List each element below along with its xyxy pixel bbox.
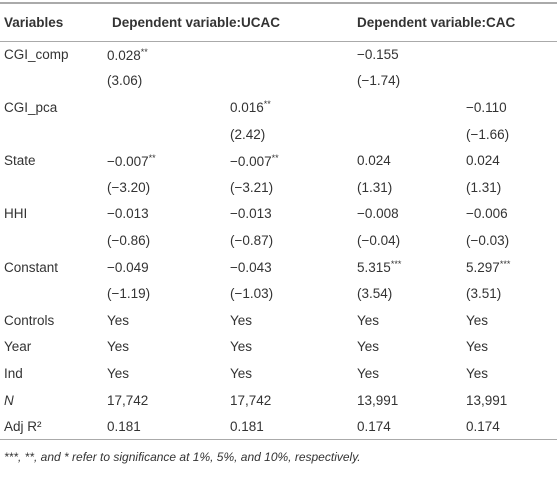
table-cell: −0.006: [466, 206, 508, 222]
table-cell: N: [4, 392, 14, 408]
table-cell: Constant: [4, 259, 59, 275]
table-cell: Ind: [4, 365, 23, 381]
table-cell: CGI_pca: [4, 99, 58, 115]
table-cell: (−0.04): [357, 232, 401, 248]
table-cell: Yes: [357, 312, 380, 328]
table-cell: CGI_comp: [4, 47, 69, 63]
table-cell: (1.31): [466, 179, 502, 195]
table-row: State −0.007** −0.007** 0.024 0.024: [0, 147, 557, 174]
table-cell: Yes: [107, 339, 130, 355]
table-cell: (3.51): [466, 286, 502, 302]
table-row: Constant −0.049 −0.043 5.315*** 5.297***: [0, 254, 557, 281]
table-cell: [0, 280, 102, 307]
table-cell: Yes: [466, 365, 489, 381]
table-cell: (−1.03): [230, 286, 274, 302]
table-row: CGI_comp 0.028** −0.155: [0, 41, 557, 68]
table-cell: (−0.03): [466, 232, 510, 248]
table-cell: 0.181: [107, 418, 141, 434]
table-cell: −0.013: [230, 206, 272, 222]
table-row: (3.06) (−1.74): [0, 68, 557, 95]
table-cell: 13,991: [466, 392, 508, 408]
table-row: (2.42) (−1.66): [0, 121, 557, 148]
table-cell: −0.013: [107, 206, 149, 222]
table-cell: 13,991: [357, 392, 399, 408]
table-header: Variables Dependent variable:UCAC Depend…: [0, 3, 557, 41]
table-cell: (−1.66): [466, 126, 510, 142]
table-cell: Yes: [230, 365, 253, 381]
table-cell: (−1.19): [107, 286, 151, 302]
table-cell: −0.155: [357, 47, 399, 63]
table-cell: 0.016**: [230, 99, 271, 116]
header-cell: Variables: [4, 14, 64, 30]
table-cell: 0.181: [230, 418, 264, 434]
header-cell: Dependent variable:CAC: [357, 14, 516, 30]
table-cell: (−1.74): [357, 73, 401, 89]
table-cell: (3.54): [357, 286, 393, 302]
table-cell: [0, 121, 102, 148]
table-cell: (1.31): [357, 179, 393, 195]
table-cell: Yes: [230, 312, 253, 328]
table-cell: −0.049: [107, 259, 149, 275]
table-cell: Yes: [107, 365, 130, 381]
table-cell: Yes: [466, 339, 489, 355]
table-row: Controls Yes Yes Yes Yes: [0, 307, 557, 334]
table-cell: [102, 121, 225, 148]
table-row: HHI −0.013 −0.013 −0.008 −0.006: [0, 201, 557, 228]
table-cell: 0.024: [357, 153, 391, 169]
results-table: Variables Dependent variable:UCAC Depend…: [0, 2, 557, 440]
table-cell: HHI: [4, 206, 28, 222]
footnote: ***, **, and * refer to significance at …: [4, 450, 361, 465]
table-cell: Yes: [230, 339, 253, 355]
table-cell: Yes: [107, 312, 130, 328]
table-cell: [225, 68, 352, 95]
table-cell: [352, 121, 461, 148]
table-cell: Controls: [4, 312, 55, 328]
table-cell: [0, 174, 102, 201]
table-row: (−0.86) (−0.87) (−0.04) (−0.03): [0, 227, 557, 254]
table-cell: [461, 41, 557, 68]
table-cell: Year: [4, 339, 32, 355]
table-row: Ind Yes Yes Yes Yes: [0, 360, 557, 387]
table-cell: 0.028**: [107, 46, 148, 63]
table-cell: 5.297***: [466, 259, 511, 276]
table-cell: −0.007**: [107, 152, 156, 169]
table-cell: 17,742: [230, 392, 272, 408]
table-row: Year Yes Yes Yes Yes: [0, 334, 557, 361]
table-cell: [0, 227, 102, 254]
table-cell: (−3.20): [107, 179, 151, 195]
table-cell: [0, 68, 102, 95]
table-cell: 0.174: [357, 418, 391, 434]
table-row: (−1.19) (−1.03) (3.54) (3.51): [0, 280, 557, 307]
table-cell: −0.110: [466, 99, 507, 115]
table-cell: Yes: [357, 339, 380, 355]
table-body: CGI_comp 0.028** −0.155 (3.06) (−1.74) CGI_pc…: [0, 41, 557, 440]
table-cell: (2.42): [230, 126, 266, 142]
table-cell: (−3.21): [230, 179, 274, 195]
table-cell: [225, 41, 352, 68]
table-row: Adj R² 0.181 0.181 0.174 0.174: [0, 413, 557, 440]
table-cell: 17,742: [107, 392, 149, 408]
table-row: CGI_pca 0.016** −0.110: [0, 94, 557, 121]
header-row: Variables Dependent variable:UCAC Depend…: [0, 3, 557, 41]
header-cell: Dependent variable:UCAC: [112, 14, 281, 30]
table-cell: Yes: [357, 365, 380, 381]
table-cell: (−0.86): [107, 232, 151, 248]
table-cell: −0.008: [357, 206, 399, 222]
table-row: N 17,742 17,742 13,991 13,991: [0, 387, 557, 414]
table-cell: 5.315***: [357, 259, 402, 276]
table-cell: 0.024: [466, 153, 500, 169]
table-cell: [352, 94, 461, 121]
table-row: (−3.20) (−3.21) (1.31) (1.31): [0, 174, 557, 201]
table-cell: 0.174: [466, 418, 500, 434]
table-cell: −0.043: [230, 259, 272, 275]
table-cell: State: [4, 153, 36, 169]
table-cell: −0.007**: [230, 152, 279, 169]
table-cell: (−0.87): [230, 232, 274, 248]
table-cell: [102, 94, 225, 121]
table-cell: [461, 68, 557, 95]
table-cell: Yes: [466, 312, 489, 328]
table-cell: Adj R²: [4, 418, 42, 434]
table-cell: (3.06): [107, 73, 143, 89]
